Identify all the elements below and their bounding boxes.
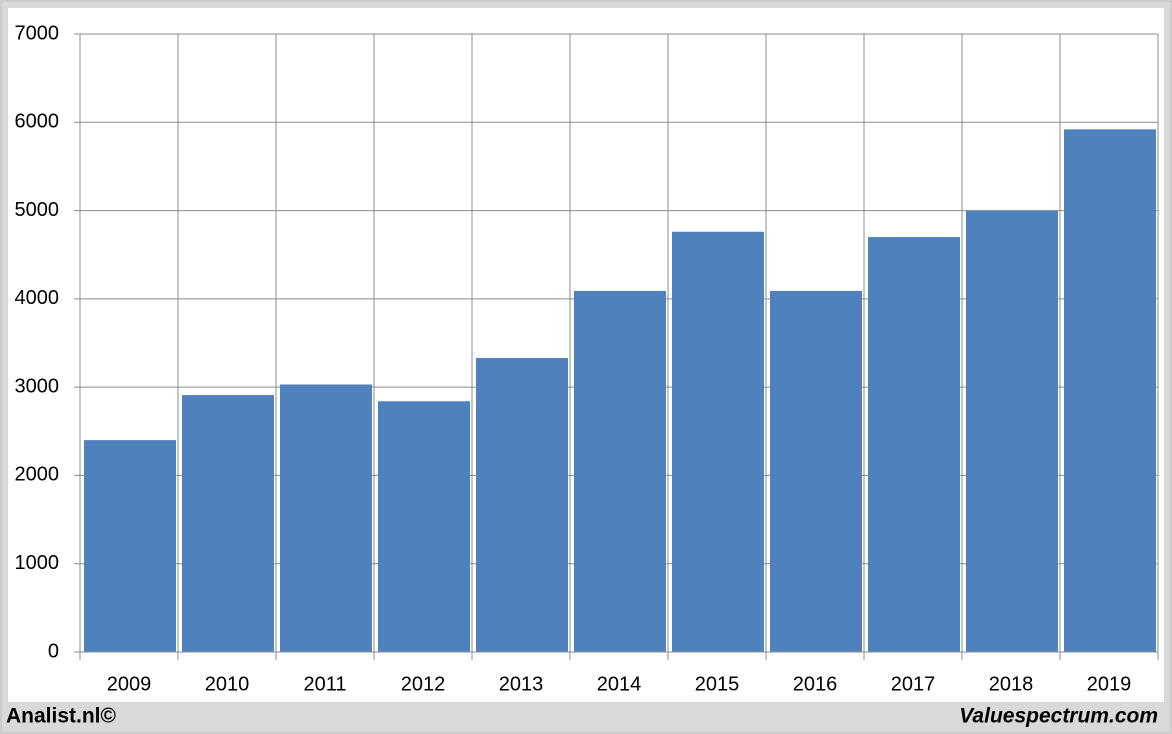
- y-tick-label: 0: [48, 640, 59, 662]
- y-tick-label: 3000: [15, 375, 60, 397]
- y-tick-label: 2000: [15, 464, 60, 486]
- bar: [182, 395, 274, 652]
- bar: [1064, 129, 1156, 652]
- x-tick-label: 2015: [695, 673, 740, 695]
- bar: [280, 384, 372, 652]
- x-tick-label: 2016: [793, 673, 838, 695]
- bar: [966, 210, 1058, 653]
- y-tick-label: 4000: [15, 287, 60, 309]
- x-tick-label: 2011: [303, 673, 346, 695]
- footer-right: Valuespectrum.com: [959, 705, 1158, 728]
- bar: [868, 237, 960, 653]
- y-tick-label: 6000: [15, 111, 60, 133]
- x-tick-label: 2010: [205, 673, 250, 695]
- x-tick-label: 2009: [107, 673, 152, 695]
- bar: [574, 290, 666, 652]
- bar: [476, 358, 568, 652]
- y-tick-label: 7000: [15, 22, 60, 44]
- x-tick-label: 2012: [401, 673, 446, 695]
- bar: [672, 231, 764, 652]
- x-tick-label: 2017: [891, 673, 936, 695]
- bar: [84, 440, 176, 652]
- x-tick-label: 2014: [597, 673, 642, 695]
- x-tick-label: 2013: [499, 673, 544, 695]
- x-tick-label: 2019: [1087, 673, 1132, 695]
- y-tick-label: 1000: [15, 552, 60, 574]
- bar: [378, 401, 470, 652]
- bar: [770, 290, 862, 652]
- x-tick-label: 2018: [989, 673, 1034, 695]
- footer-left: Analist.nl©: [6, 705, 117, 728]
- y-tick-label: 5000: [15, 199, 60, 221]
